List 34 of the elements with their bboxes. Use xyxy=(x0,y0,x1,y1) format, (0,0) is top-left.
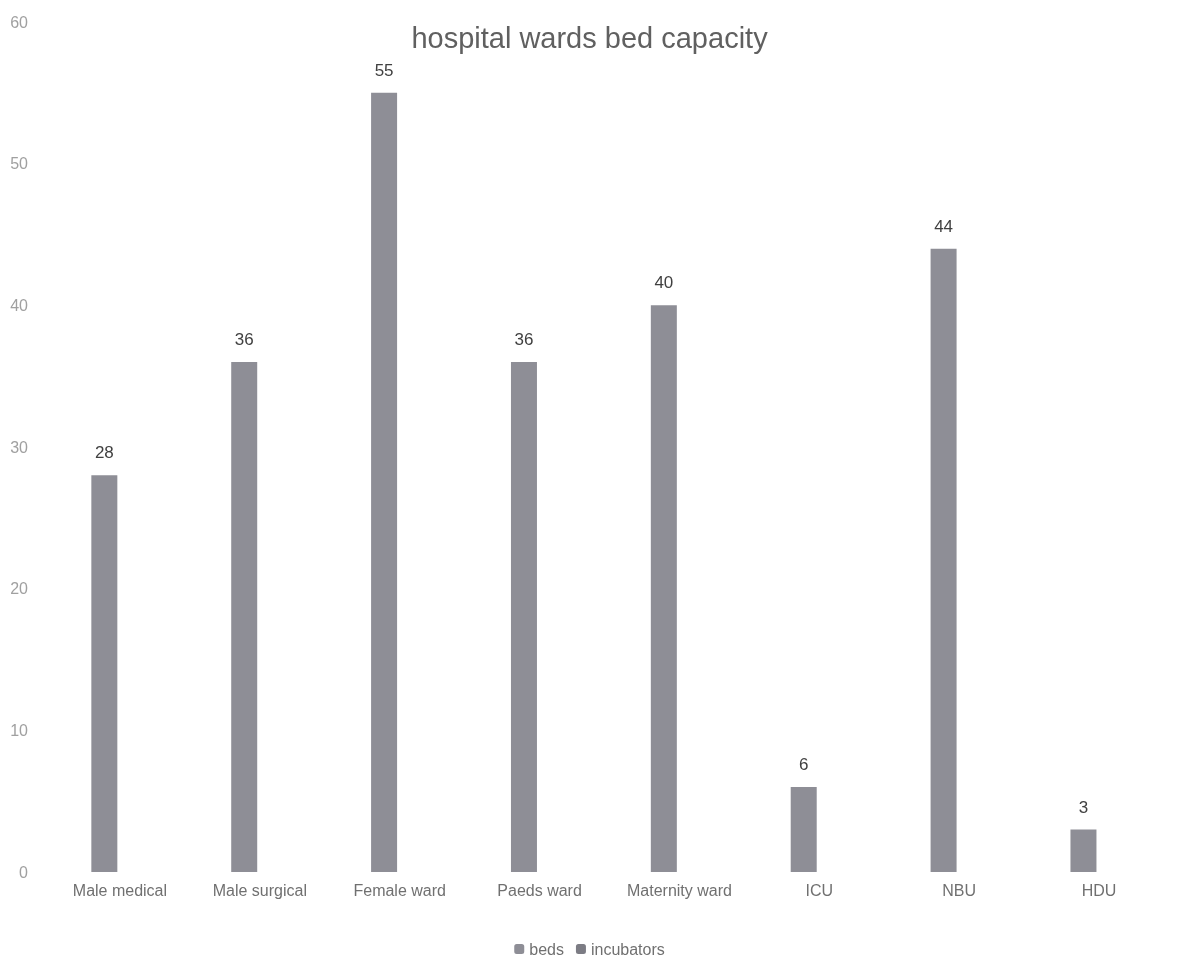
y-tick-label: 50 xyxy=(10,155,29,173)
y-tick-label: 30 xyxy=(10,438,29,456)
data-label: 44 xyxy=(934,216,954,236)
y-tick-label: 60 xyxy=(10,13,29,31)
bar xyxy=(371,92,398,872)
x-tick-label: Male medical xyxy=(72,881,168,899)
y-tick-label: 40 xyxy=(10,296,29,314)
data-label: 40 xyxy=(654,273,674,293)
bar xyxy=(650,305,677,872)
y-tick-label: 10 xyxy=(10,721,29,739)
data-label: 28 xyxy=(94,443,114,463)
x-tick-label: ICU xyxy=(805,881,834,899)
x-tick-label: Male surgical xyxy=(212,881,307,899)
bar xyxy=(790,787,817,872)
y-tick-label: 20 xyxy=(10,580,29,598)
x-tick-label: HDU xyxy=(1081,881,1117,899)
bar xyxy=(91,475,118,872)
x-tick-label: Paeds ward xyxy=(497,881,582,899)
legend-label: beds xyxy=(529,940,564,958)
bar xyxy=(231,362,258,872)
bar xyxy=(510,362,537,872)
data-label: 55 xyxy=(374,60,394,80)
bar xyxy=(1070,829,1097,872)
x-tick-label: NBU xyxy=(942,881,977,899)
bar xyxy=(930,248,957,872)
legend-label: incubators xyxy=(590,940,665,958)
data-label: 3 xyxy=(1078,797,1089,817)
x-tick-label: Female ward xyxy=(353,881,446,899)
chart-title: hospital wards bed capacity xyxy=(411,21,769,54)
x-tick-label: Maternity ward xyxy=(626,881,732,899)
data-label: 6 xyxy=(798,755,809,774)
y-tick-label: 0 xyxy=(19,863,29,881)
data-label: 36 xyxy=(514,330,534,349)
data-label: 36 xyxy=(234,330,254,349)
